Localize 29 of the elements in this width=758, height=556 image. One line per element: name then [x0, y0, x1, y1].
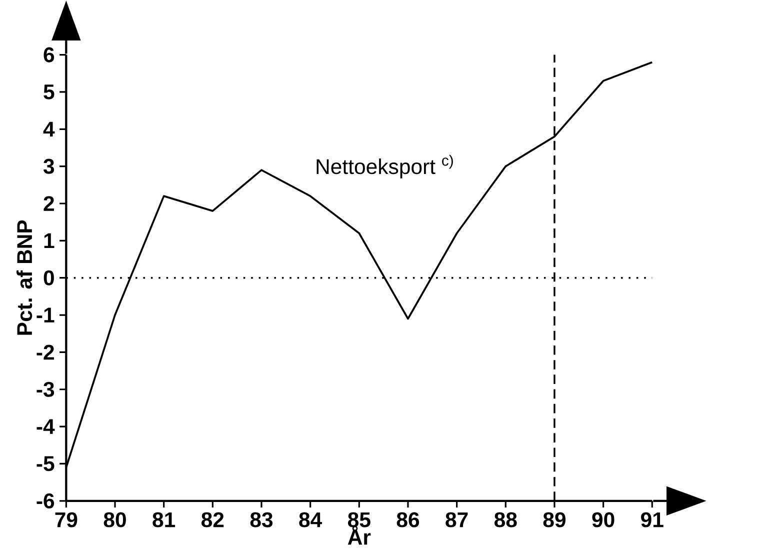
x-tick-label: 89: [543, 512, 566, 528]
y-tick-label: -3: [36, 382, 54, 398]
x-tick-label: 85: [348, 512, 370, 528]
x-tick-label: 91: [641, 512, 664, 528]
y-axis-title: Pct. af BNP: [16, 220, 32, 335]
x-tick-label: 83: [250, 512, 273, 528]
y-tick-label: 5: [44, 84, 54, 100]
x-tick-label: 81: [152, 512, 176, 528]
x-tick-label: 88: [494, 512, 517, 528]
x-tick-label: 87: [446, 512, 468, 528]
y-tick-label: -4: [36, 419, 55, 434]
y-tick-label: -2: [36, 344, 54, 360]
y-tick-label: 3: [43, 158, 54, 174]
x-tick-label: 82: [202, 512, 224, 528]
y-tick-label: -5: [36, 456, 54, 472]
x-tick-label: 84: [299, 512, 322, 528]
y-tick-label: -1: [36, 308, 54, 322]
x-axis-title: År: [348, 526, 371, 545]
y-tick-label: 4: [43, 122, 55, 137]
y-tick-label: 6: [44, 47, 54, 62]
x-tick-label: 80: [104, 512, 126, 528]
x-tick-label: 79: [55, 512, 78, 528]
y-tick-label: 0: [44, 270, 54, 286]
x-tick-label: 90: [592, 512, 614, 528]
y-tick-label: 2: [44, 196, 54, 212]
series-label: Nettoeksport $^{c)}$: [316, 154, 453, 179]
x-tick-label: 86: [396, 512, 420, 528]
y-tick-label: -6: [36, 494, 54, 509]
y-tick-label: 1: [44, 234, 54, 248]
